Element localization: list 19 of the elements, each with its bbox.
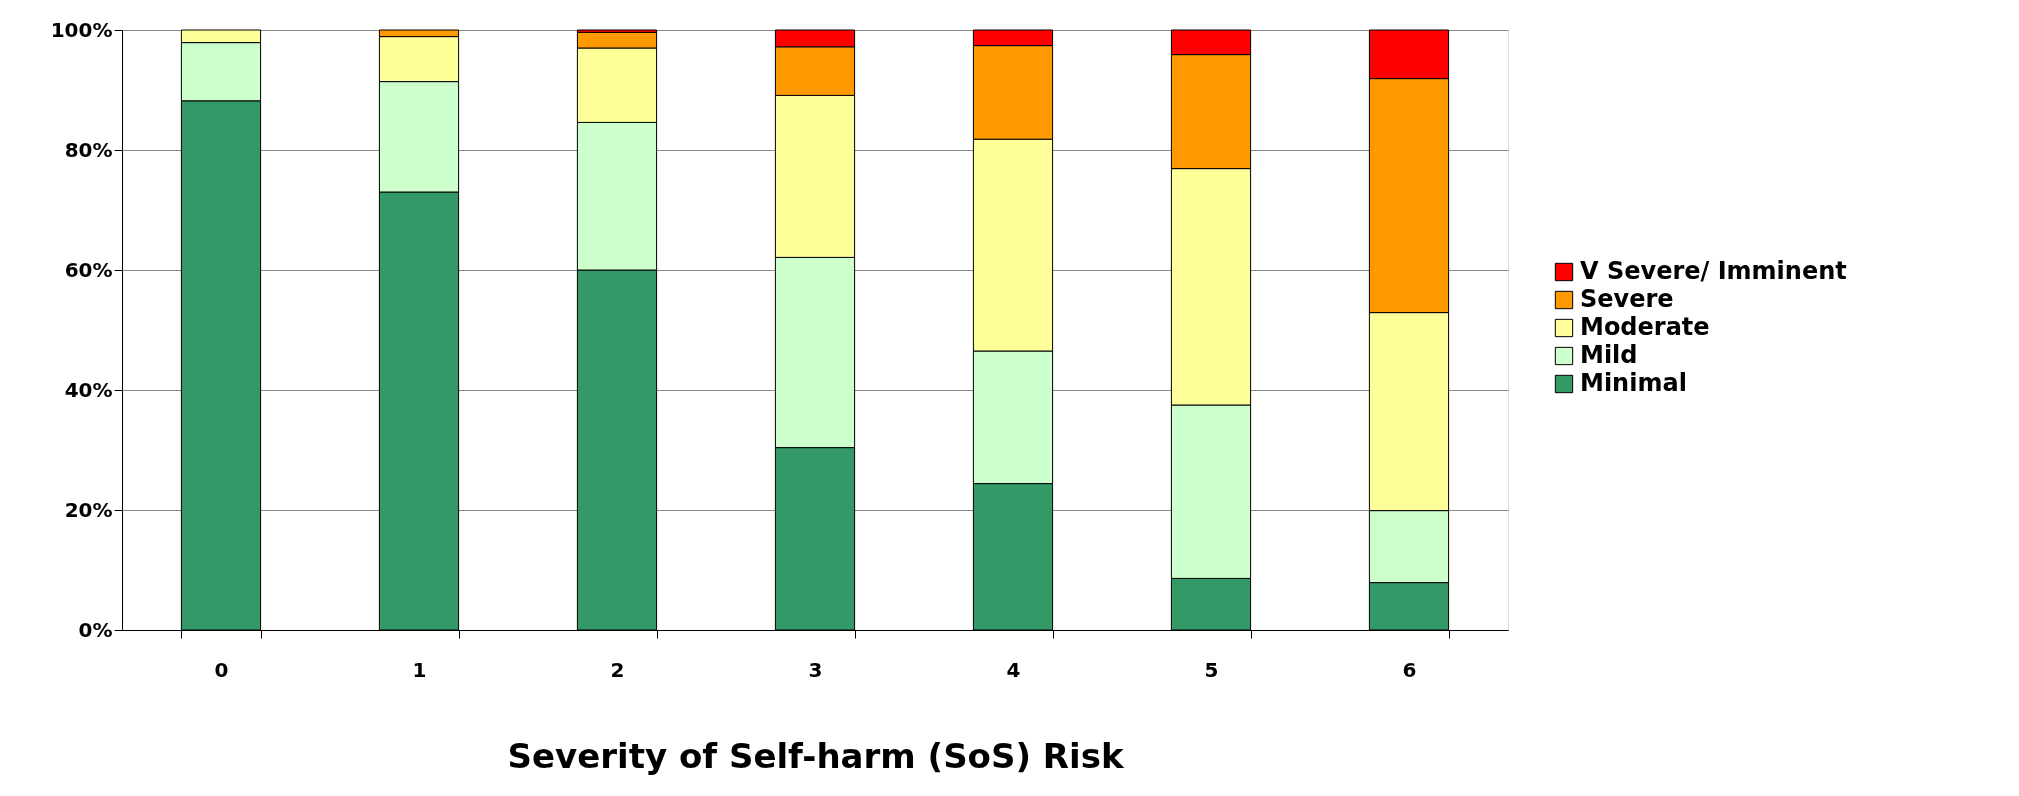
y-tick-label: 20%	[64, 497, 113, 522]
x-tick-label: 1	[412, 657, 427, 682]
y-tick-label: 100%	[50, 17, 113, 42]
legend-label: V Severe/ Imminent	[1580, 257, 1847, 285]
legend-label: Minimal	[1580, 369, 1687, 397]
x-tick-label: 5	[1204, 657, 1219, 682]
y-tick-label: 80%	[64, 137, 113, 162]
legend-label: Severe	[1580, 285, 1674, 313]
x-tick-label: 6	[1402, 657, 1417, 682]
y-tick-label: 40%	[64, 377, 113, 402]
y-tick-label: 0%	[78, 617, 113, 642]
x-axis-title: Severity of Self-harm (SoS) Risk	[507, 735, 1125, 776]
x-tick-label: 0	[214, 657, 229, 682]
legend-label: Moderate	[1580, 313, 1710, 341]
y-tick-label: 60%	[64, 257, 113, 282]
x-tick-label: 2	[610, 657, 625, 682]
x-tick-label: 4	[1006, 657, 1021, 682]
x-tick-label: 3	[808, 657, 823, 682]
legend-label: Mild	[1580, 341, 1638, 369]
